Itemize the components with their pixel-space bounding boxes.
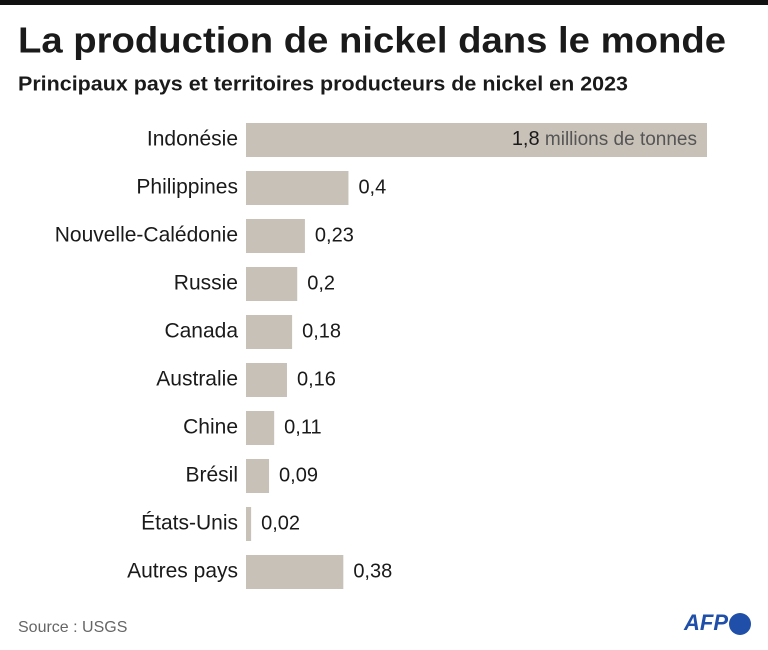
bar (246, 363, 287, 397)
logo-dot (729, 613, 751, 635)
bar (246, 507, 252, 541)
logo-text: AFP (683, 610, 728, 635)
category-label: États-Unis (141, 512, 238, 535)
bar (246, 123, 707, 157)
category-label: Russie (174, 272, 238, 295)
value-label: 0,02 (261, 512, 300, 534)
category-label: Autres pays (127, 560, 238, 583)
category-label: Canada (164, 320, 238, 343)
bar (246, 171, 349, 205)
value-label: 0,23 (315, 224, 354, 246)
bar (246, 219, 305, 253)
bar (246, 459, 270, 493)
bar (246, 555, 344, 589)
unit-label: millions de tonnes (545, 129, 697, 150)
bar (246, 411, 275, 445)
value-number: 1,8 (512, 128, 540, 150)
value-label: 0,16 (297, 368, 336, 390)
top-rule (0, 0, 768, 5)
bar (246, 315, 293, 349)
value-label: 0,4 (358, 176, 386, 198)
category-label: Indonésie (147, 128, 238, 151)
value-label: 0,2 (307, 272, 335, 294)
value-label: 0,09 (279, 464, 318, 486)
chart-subtitle: Principaux pays et territoires producteu… (18, 73, 628, 95)
category-label: Philippines (136, 176, 238, 199)
value-label: 0,18 (302, 320, 341, 342)
value-label: 0,11 (284, 416, 321, 438)
value-label: 1,8 millions de tonnes (512, 128, 697, 150)
category-label: Nouvelle-Calédonie (55, 224, 238, 247)
category-label: Australie (156, 368, 238, 391)
category-label: Chine (183, 416, 238, 439)
bar (246, 267, 298, 301)
source: Source : USGS (18, 619, 127, 636)
chart-title: La production de nickel dans le monde (18, 20, 726, 61)
value-label: 0,38 (353, 560, 392, 582)
category-label: Brésil (185, 464, 238, 487)
